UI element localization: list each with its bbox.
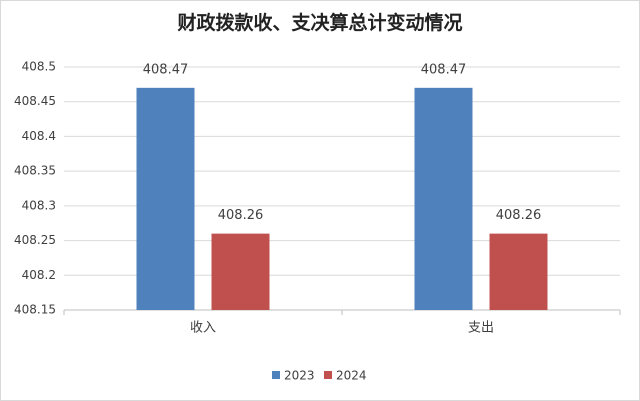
x-tick-label: 收入 xyxy=(190,321,216,336)
data-label: 408.26 xyxy=(496,208,542,223)
bar xyxy=(136,87,195,310)
legend-swatch xyxy=(324,371,332,379)
y-tick-label: 408.25 xyxy=(14,233,56,247)
legend-swatch xyxy=(272,371,280,379)
data-label: 408.47 xyxy=(143,62,189,77)
y-tick-label: 408.5 xyxy=(22,60,56,74)
y-tick-label: 408.45 xyxy=(14,94,56,108)
y-tick-label: 408.2 xyxy=(22,268,56,282)
legend-label: 2024 xyxy=(336,369,367,383)
data-label: 408.47 xyxy=(421,62,467,77)
y-tick-label: 408.3 xyxy=(22,198,56,212)
chart-title: 财政拨款收、支决算总计变动情况 xyxy=(177,11,462,34)
y-tick-label: 408.15 xyxy=(14,303,56,317)
y-tick-label: 408.35 xyxy=(14,164,56,178)
x-tick-label: 支出 xyxy=(468,321,494,336)
legend-label: 2023 xyxy=(284,369,315,383)
y-tick-label: 408.4 xyxy=(22,129,56,143)
bar xyxy=(414,87,473,310)
bar xyxy=(489,233,548,310)
data-label: 408.26 xyxy=(218,208,264,223)
bar xyxy=(211,233,270,310)
